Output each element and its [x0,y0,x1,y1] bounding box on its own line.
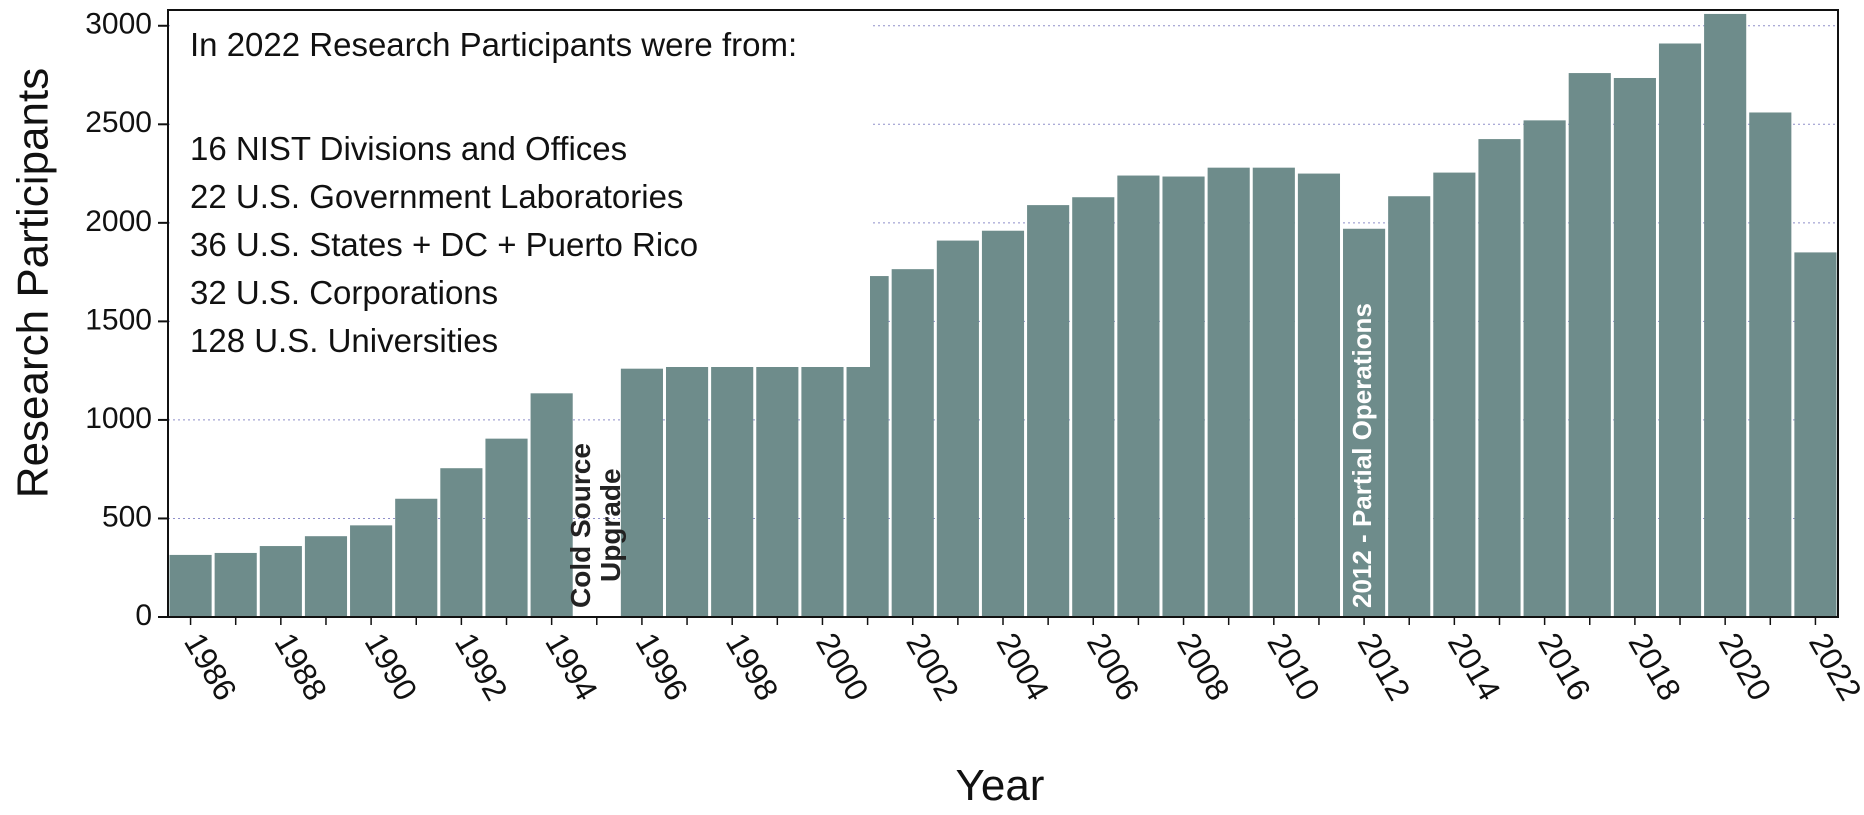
annotation-partial-operations: 2012 - Partial Operations [1347,303,1377,608]
bar-1988 [259,546,302,617]
x-tick-label-1992: 1992 [448,627,515,707]
x-tick-label-2014: 2014 [1441,627,1508,707]
bar-2017 [1568,73,1611,617]
info-box-line: 36 U.S. States + DC + Puerto Rico [190,226,698,263]
bar-2018 [1613,77,1656,617]
bar-2010 [1252,167,1295,617]
bar-2012 [1343,228,1386,617]
x-tick-label-2008: 2008 [1170,627,1237,707]
bar-2005 [1027,205,1070,617]
bar-1993 [485,438,528,617]
x-tick-label-2018: 2018 [1622,627,1689,707]
bar-1997 [665,348,709,617]
bar-2021 [1749,112,1792,617]
x-tick-label-1996: 1996 [629,627,696,707]
bar-2007 [1117,175,1160,617]
bar-2014 [1433,172,1476,617]
bar-2022 [1794,252,1837,618]
annotation-cold-source-line-2: Upgrade [595,468,626,582]
x-tick-label-2002: 2002 [899,627,966,707]
bar-1989 [304,536,348,617]
y-tick-label-2500: 2500 [85,106,152,139]
y-tick-label-500: 500 [102,500,152,533]
y-tick-label-1000: 1000 [85,402,152,435]
bars [169,13,1837,618]
y-tick-label-0: 0 [135,599,152,632]
bar-1986 [169,554,212,617]
x-tick-label-1998: 1998 [719,627,786,707]
bar-1996 [620,368,663,617]
info-box-heading: In 2022 Research Participants were from: [190,26,797,63]
bar-2004 [981,230,1025,617]
x-tick-label-2006: 2006 [1080,627,1147,707]
y-tick-label-1500: 1500 [85,303,152,336]
bar-2011 [1297,173,1341,617]
x-tick-label-2022: 2022 [1802,627,1864,707]
bar-2013 [1388,196,1431,617]
info-box: In 2022 Research Participants were from:… [170,12,870,367]
x-tick-label-2012: 2012 [1351,627,1418,707]
x-tick-label-2016: 2016 [1531,627,1598,707]
x-tick-label-1990: 1990 [358,627,425,707]
info-box-line: 32 U.S. Corporations [190,274,498,311]
x-tick-label-2000: 2000 [809,627,876,707]
info-box-line: 16 NIST Divisions and Offices [190,130,627,167]
bar-2015 [1478,139,1521,617]
bar-1987 [214,552,257,617]
annotation-cold-source-line-1: Cold Source [565,443,596,608]
bar-1990 [350,525,393,617]
y-tick-label-3000: 3000 [85,8,152,41]
bar-2016 [1523,120,1566,617]
bar-2006 [1072,197,1115,617]
x-tick-label-2020: 2020 [1712,627,1779,707]
bar-2002 [891,269,934,617]
annotations: Cold Source Upgrade 2012 - Partial Operati… [565,303,1377,608]
x-tick-label-1986: 1986 [177,627,244,707]
bar-1991 [395,498,438,617]
bar-2009 [1207,167,1250,617]
x-tick-label-2004: 2004 [990,627,1057,707]
y-axis-title: Research Participants [9,68,58,498]
x-axis-title: Year [956,761,1045,810]
info-box-line: 128 U.S. Universities [190,322,498,359]
info-box-line: 22 U.S. Government Laboratories [190,178,683,215]
bar-2003 [936,240,979,617]
x-tick-label-2010: 2010 [1260,627,1327,707]
bar-1994 [530,393,573,617]
bar-2019 [1658,43,1702,618]
x-tick-label-1994: 1994 [538,627,605,707]
bar-2008 [1162,176,1205,618]
info-box-background [170,12,870,367]
bar-1992 [440,468,483,617]
bar-2020 [1704,13,1747,618]
x-tick-label-1988: 1988 [267,627,334,707]
y-tick-label-2000: 2000 [85,205,152,238]
